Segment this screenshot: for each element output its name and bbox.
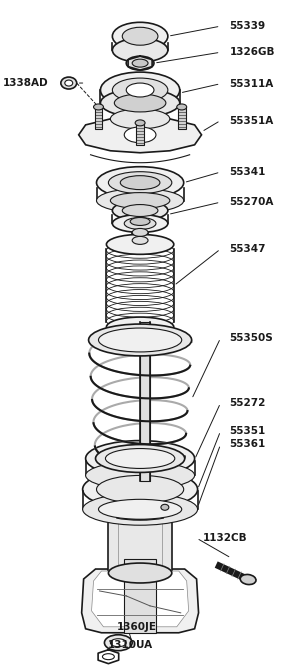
Ellipse shape — [88, 324, 191, 356]
Ellipse shape — [135, 456, 155, 472]
Ellipse shape — [122, 204, 158, 216]
Ellipse shape — [108, 563, 172, 583]
Ellipse shape — [61, 77, 77, 89]
Bar — [95, 107, 102, 129]
Text: 1310UA: 1310UA — [108, 640, 153, 650]
Ellipse shape — [108, 499, 172, 519]
Ellipse shape — [130, 218, 150, 226]
Bar — [108, 509, 172, 573]
Ellipse shape — [110, 639, 126, 646]
Text: 55341: 55341 — [230, 167, 266, 177]
Text: 55351: 55351 — [230, 426, 266, 436]
Ellipse shape — [94, 104, 103, 110]
Ellipse shape — [108, 171, 172, 194]
Ellipse shape — [161, 504, 169, 510]
Ellipse shape — [112, 78, 168, 102]
Polygon shape — [82, 569, 198, 633]
Ellipse shape — [101, 72, 180, 108]
Ellipse shape — [122, 28, 158, 45]
Ellipse shape — [105, 448, 175, 468]
Ellipse shape — [132, 237, 148, 245]
Ellipse shape — [102, 654, 114, 660]
Ellipse shape — [106, 235, 174, 254]
Ellipse shape — [83, 493, 198, 526]
Ellipse shape — [112, 38, 168, 62]
Ellipse shape — [126, 56, 154, 70]
Ellipse shape — [177, 104, 187, 110]
Bar — [136, 123, 144, 144]
Ellipse shape — [132, 228, 148, 237]
Bar — [178, 107, 186, 129]
Ellipse shape — [114, 94, 166, 112]
Ellipse shape — [110, 193, 170, 208]
Text: 55272: 55272 — [230, 398, 266, 408]
Ellipse shape — [112, 200, 168, 220]
Ellipse shape — [124, 127, 156, 143]
Polygon shape — [92, 571, 189, 627]
Ellipse shape — [106, 317, 174, 337]
Text: 55311A: 55311A — [230, 79, 274, 89]
Text: 55350S: 55350S — [230, 333, 273, 343]
Text: 1326GB: 1326GB — [230, 47, 275, 57]
Ellipse shape — [98, 328, 182, 352]
Ellipse shape — [97, 475, 184, 503]
Ellipse shape — [240, 575, 256, 585]
Ellipse shape — [97, 189, 184, 212]
Ellipse shape — [97, 167, 184, 198]
Ellipse shape — [101, 89, 180, 117]
Ellipse shape — [132, 59, 148, 67]
Ellipse shape — [110, 109, 170, 129]
Ellipse shape — [98, 499, 182, 519]
Polygon shape — [79, 117, 201, 153]
Ellipse shape — [112, 22, 168, 50]
Text: 1360JE: 1360JE — [117, 622, 157, 632]
Ellipse shape — [124, 218, 156, 229]
Ellipse shape — [95, 445, 185, 472]
Ellipse shape — [120, 175, 160, 190]
Ellipse shape — [112, 214, 168, 233]
Text: 1338AD: 1338AD — [3, 78, 48, 88]
Ellipse shape — [83, 470, 198, 509]
Bar — [140, 322, 150, 481]
Ellipse shape — [126, 83, 154, 97]
Text: 55351A: 55351A — [230, 116, 274, 126]
Ellipse shape — [86, 462, 195, 489]
Ellipse shape — [86, 441, 195, 476]
Bar — [124, 559, 156, 633]
Ellipse shape — [105, 635, 132, 650]
Text: 55339: 55339 — [230, 21, 266, 31]
Text: 1132CB: 1132CB — [202, 533, 247, 543]
Ellipse shape — [135, 120, 145, 126]
Text: 55270A: 55270A — [230, 197, 274, 207]
Ellipse shape — [65, 80, 73, 86]
Text: 55361: 55361 — [230, 439, 266, 450]
Ellipse shape — [101, 446, 180, 470]
Text: 55347: 55347 — [230, 244, 266, 254]
